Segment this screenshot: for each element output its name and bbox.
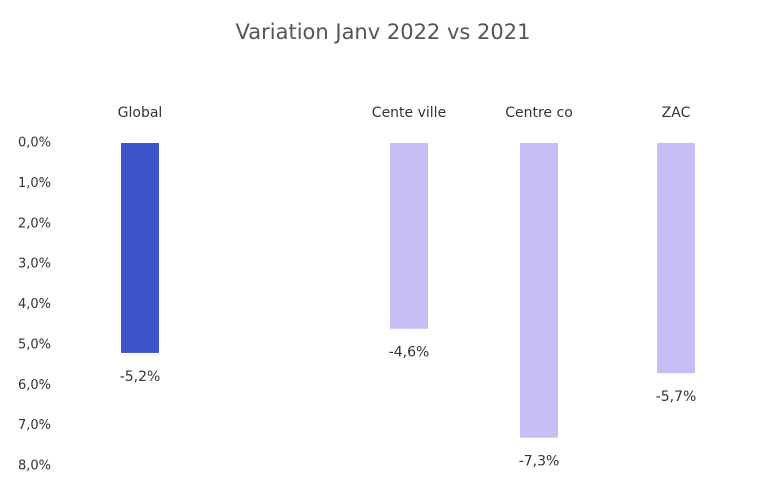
y-tick-label: 5,0% (18, 337, 51, 352)
category-label: Cente ville (372, 105, 446, 121)
y-tick-label: 8,0% (18, 459, 51, 474)
category-label: ZAC (662, 105, 691, 121)
y-tick-label: 0,0% (18, 136, 51, 151)
y-tick-label: 6,0% (18, 378, 51, 393)
chart-title: Variation Janv 2022 vs 2021 (236, 20, 531, 44)
y-tick-label: 1,0% (18, 176, 51, 191)
y-tick-label: 3,0% (18, 257, 51, 272)
category-label: Centre co (505, 105, 573, 121)
data-label: -4,6% (389, 345, 430, 361)
data-label: -7,3% (519, 454, 560, 470)
bar (520, 143, 558, 438)
data-label: -5,2% (120, 369, 161, 385)
y-tick-label: 7,0% (18, 418, 51, 433)
bar (657, 143, 695, 374)
y-tick-label: 2,0% (18, 216, 51, 231)
data-label: -5,7% (656, 389, 697, 405)
category-label: Global (118, 105, 163, 121)
bar (390, 143, 428, 329)
bar (121, 143, 159, 353)
y-tick-label: 4,0% (18, 297, 51, 312)
